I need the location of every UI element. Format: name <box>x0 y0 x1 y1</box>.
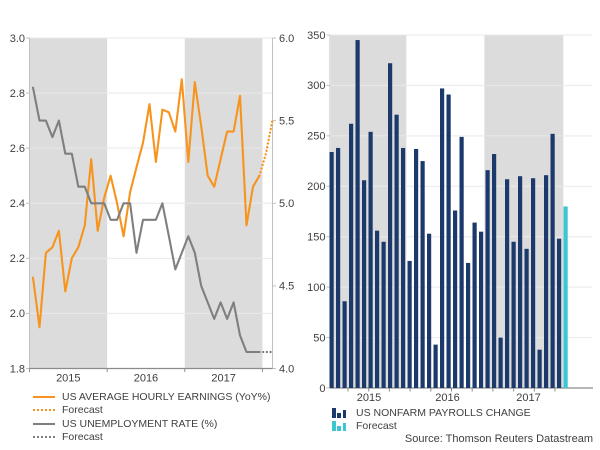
y-left-tick-label: 3.0 <box>10 33 25 45</box>
unemployment-line-swatch-icon <box>33 422 55 425</box>
x-year-label: 2015 <box>56 373 80 385</box>
nfp-bar <box>427 233 432 388</box>
year-shading-band <box>484 35 564 388</box>
nfp-bar <box>433 344 438 388</box>
y-tick-label: 350 <box>307 30 325 42</box>
right-chart-legend: US NONFARM PAYROLLS CHANGE Forecast <box>332 406 531 433</box>
data-line <box>31 86 261 354</box>
nfp-bar <box>453 210 458 388</box>
y-tick-label: 50 <box>313 332 325 344</box>
nfp-bar <box>498 337 503 388</box>
nfp-bar <box>407 260 412 388</box>
nfp-bar <box>414 148 419 388</box>
x-year-label: 2017 <box>211 373 235 385</box>
forecast-dotted-line <box>258 119 274 177</box>
nfp-bar <box>355 40 360 388</box>
nfp-bar <box>459 136 464 388</box>
nfp-bar <box>544 175 549 388</box>
nfp-bar <box>388 63 393 389</box>
y-right-tick-label: 5.5 <box>279 115 294 127</box>
x-year-label: 2015 <box>357 392 381 404</box>
nfp-bar <box>511 241 516 388</box>
y-tick-label: 100 <box>307 282 325 294</box>
y-left-tick-label: 2.4 <box>10 198 25 210</box>
legend-label-earnings-forecast: Forecast <box>62 404 103 417</box>
y-right-tick-label: 4.5 <box>279 281 294 293</box>
legend-label-earnings: US AVERAGE HOURLY EARNINGS (YoY%) <box>62 390 271 403</box>
nfp-bar <box>440 88 445 388</box>
nfp-bar <box>537 349 542 388</box>
y-tick-label: 300 <box>307 80 325 92</box>
left-chart-legend: US AVERAGE HOURLY EARNINGS (YoY%) Foreca… <box>33 390 271 444</box>
y-tick-label: 250 <box>307 131 325 143</box>
legend-item-payrolls: US NONFARM PAYROLLS CHANGE <box>332 406 531 420</box>
x-year-label: 2016 <box>134 373 158 385</box>
nfp-bar <box>375 230 380 388</box>
nfp-bar <box>342 301 347 388</box>
nfp-bar <box>472 222 477 388</box>
y-left-tick-label: 2.0 <box>10 308 25 320</box>
nfp-bar <box>557 238 562 388</box>
earnings-line-swatch-icon <box>33 395 55 398</box>
y-tick-label: 150 <box>307 232 325 244</box>
nfp-bar <box>550 133 555 388</box>
y-left-tick-label: 2.2 <box>10 253 25 265</box>
earnings-forecast-dotted-swatch-icon <box>33 409 55 412</box>
legend-label-payrolls-forecast: Forecast <box>356 420 397 433</box>
nfp-forecast-bar <box>563 206 568 388</box>
payrolls-bars-swatch-icon <box>332 407 348 418</box>
legend-item-unemployment: US UNEMPLOYMENT RATE (%) <box>33 417 271 431</box>
legend-item-unemployment-forecast: Forecast <box>33 431 271 445</box>
nfp-bar <box>505 179 510 388</box>
source-note: Source: Thomson Reuters Datastream <box>404 433 593 445</box>
nfp-bar <box>446 94 451 388</box>
y-right-tick-label: 5.0 <box>279 198 294 210</box>
nfp-bar <box>518 176 523 388</box>
legend-label-unemployment-forecast: Forecast <box>62 431 103 444</box>
x-year-label: 2017 <box>516 392 540 404</box>
legend-item-earnings: US AVERAGE HOURLY EARNINGS (YoY%) <box>33 390 271 404</box>
y-right-tick-label: 4.0 <box>279 363 294 375</box>
y-left-tick-label: 2.8 <box>10 88 25 100</box>
legend-item-payrolls-forecast: Forecast <box>332 420 531 434</box>
payrolls-forecast-bars-swatch-icon <box>332 421 348 432</box>
nfp-bar <box>349 123 354 388</box>
y-left-tick-label: 1.8 <box>10 363 25 375</box>
nfp-bar <box>479 231 484 388</box>
nfp-bar <box>362 180 367 388</box>
x-year-label: 2016 <box>435 392 459 404</box>
nfp-bar <box>401 147 406 388</box>
nfp-bar <box>492 154 497 388</box>
nfp-bar <box>368 131 373 388</box>
nfp-bar <box>420 161 425 388</box>
legend-label-unemployment: US UNEMPLOYMENT RATE (%) <box>62 417 218 430</box>
nfp-bar <box>394 114 399 389</box>
nfp-bar <box>329 151 334 388</box>
legend-label-payrolls: US NONFARM PAYROLLS CHANGE <box>356 406 531 419</box>
legend-item-earnings-forecast: Forecast <box>33 404 271 418</box>
nfp-bar <box>485 170 490 388</box>
y-right-tick-label: 6.0 <box>279 33 294 45</box>
nfp-bar <box>524 248 529 388</box>
y-left-tick-label: 2.6 <box>10 143 25 155</box>
nfp-bar <box>381 241 386 388</box>
nfp-bar <box>531 178 536 388</box>
unemployment-forecast-dotted-swatch-icon <box>33 436 55 439</box>
data-line <box>31 78 261 329</box>
nfp-bar <box>336 147 341 388</box>
y-tick-label: 200 <box>307 181 325 193</box>
y-tick-label: 0 <box>319 383 325 395</box>
nfp-bar <box>466 262 471 388</box>
